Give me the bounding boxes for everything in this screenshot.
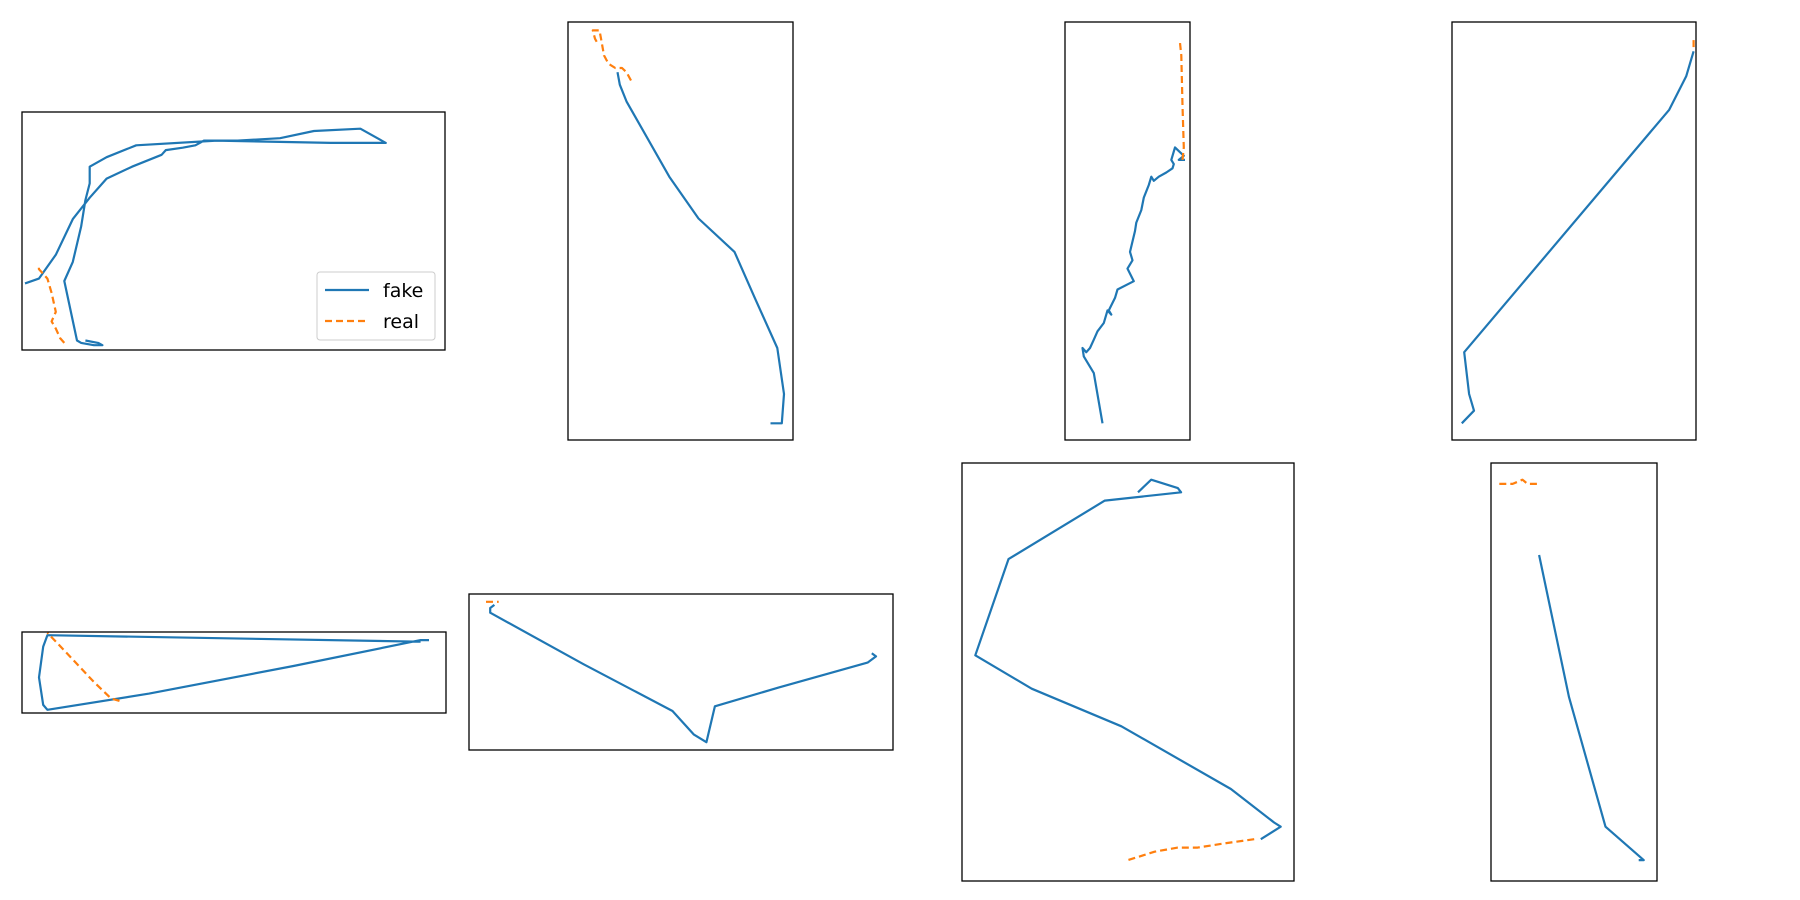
series-line-fake <box>974 478 1282 841</box>
panel-frame <box>1490 462 1658 882</box>
panel-frame <box>1451 21 1697 441</box>
panel-1 <box>21 111 446 351</box>
panel-frame <box>21 631 447 714</box>
panel-7 <box>961 462 1295 882</box>
series-line-fake <box>37 634 429 711</box>
legend: fake real <box>316 271 436 341</box>
panel-2 <box>567 21 794 441</box>
panel-6 <box>468 593 894 751</box>
series-line-fake <box>1538 554 1645 862</box>
panel-3 <box>1064 21 1191 441</box>
series-line-real <box>37 264 66 344</box>
panel-frame <box>567 21 794 441</box>
series-line-fake <box>1461 50 1695 425</box>
series-line-real <box>1124 838 1255 862</box>
series-line-real <box>591 29 632 82</box>
series-line-real <box>1499 478 1541 485</box>
series-line-real <box>46 632 120 702</box>
legend-label-real: real <box>383 311 419 333</box>
series-line-fake <box>489 604 878 744</box>
panel-frame <box>21 111 446 351</box>
panel-8 <box>1490 462 1658 882</box>
panel-5 <box>21 631 447 714</box>
panel-frame <box>961 462 1295 882</box>
series-line-fake <box>1081 146 1185 424</box>
panel-frame <box>468 593 894 751</box>
series-line-fake <box>616 72 786 425</box>
legend-label-fake: fake <box>383 280 423 302</box>
panel-4 <box>1451 21 1697 441</box>
panel-frame <box>1064 21 1191 441</box>
series-line-real <box>1178 42 1185 161</box>
series-line-fake <box>24 127 387 347</box>
